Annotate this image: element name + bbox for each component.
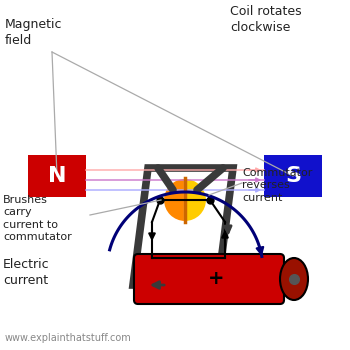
Bar	[28, 155, 86, 197]
Text: Brushes
carry
current to
commutator: Brushes carry current to commutator	[3, 195, 72, 242]
Text: www.explainthatstuff.com: www.explainthatstuff.com	[5, 333, 132, 343]
Text: Commutator
reverses
current: Commutator reverses current	[242, 168, 312, 203]
Wedge shape	[185, 178, 207, 222]
Wedge shape	[163, 178, 185, 222]
Text: +: +	[208, 270, 224, 288]
Text: Coil rotates
clockwise: Coil rotates clockwise	[230, 5, 302, 34]
Text: Magnetic
field: Magnetic field	[5, 18, 63, 47]
Bar	[264, 155, 322, 197]
Ellipse shape	[280, 258, 308, 300]
FancyBboxPatch shape	[134, 254, 284, 304]
Text: S: S	[285, 166, 301, 186]
Text: Electric
current: Electric current	[3, 258, 50, 287]
Text: N: N	[48, 166, 66, 186]
